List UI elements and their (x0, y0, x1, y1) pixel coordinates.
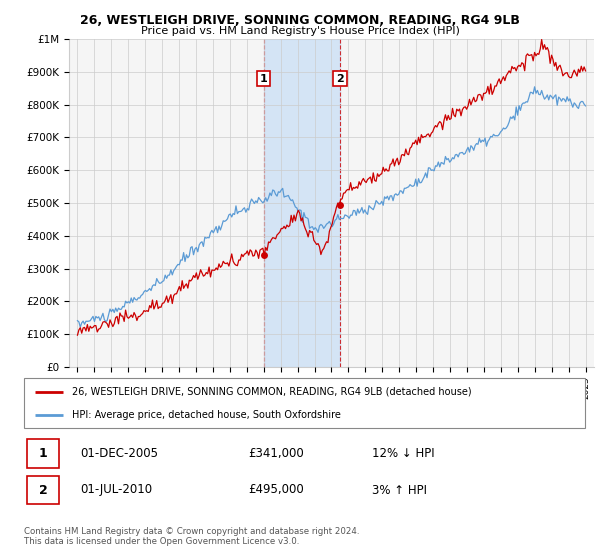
Text: 12% ↓ HPI: 12% ↓ HPI (372, 447, 434, 460)
Text: 3% ↑ HPI: 3% ↑ HPI (372, 483, 427, 497)
Text: 01-JUL-2010: 01-JUL-2010 (80, 483, 152, 497)
Text: 1: 1 (38, 447, 47, 460)
Bar (264, 39, 340, 367)
Text: 26, WESTLEIGH DRIVE, SONNING COMMON, READING, RG4 9LB: 26, WESTLEIGH DRIVE, SONNING COMMON, REA… (80, 14, 520, 27)
Text: 26, WESTLEIGH DRIVE, SONNING COMMON, READING, RG4 9LB (detached house): 26, WESTLEIGH DRIVE, SONNING COMMON, REA… (71, 386, 472, 396)
Text: Contains HM Land Registry data © Crown copyright and database right 2024.
This d: Contains HM Land Registry data © Crown c… (24, 526, 359, 546)
Text: 01-DEC-2005: 01-DEC-2005 (80, 447, 158, 460)
Text: 2: 2 (336, 73, 344, 83)
FancyBboxPatch shape (27, 476, 59, 504)
FancyBboxPatch shape (27, 440, 59, 468)
FancyBboxPatch shape (24, 378, 585, 428)
Text: HPI: Average price, detached house, South Oxfordshire: HPI: Average price, detached house, Sout… (71, 410, 341, 420)
Text: £341,000: £341,000 (248, 447, 304, 460)
Text: 1: 1 (260, 73, 268, 83)
Text: 2: 2 (38, 483, 47, 497)
Text: £495,000: £495,000 (248, 483, 304, 497)
Text: Price paid vs. HM Land Registry's House Price Index (HPI): Price paid vs. HM Land Registry's House … (140, 26, 460, 36)
